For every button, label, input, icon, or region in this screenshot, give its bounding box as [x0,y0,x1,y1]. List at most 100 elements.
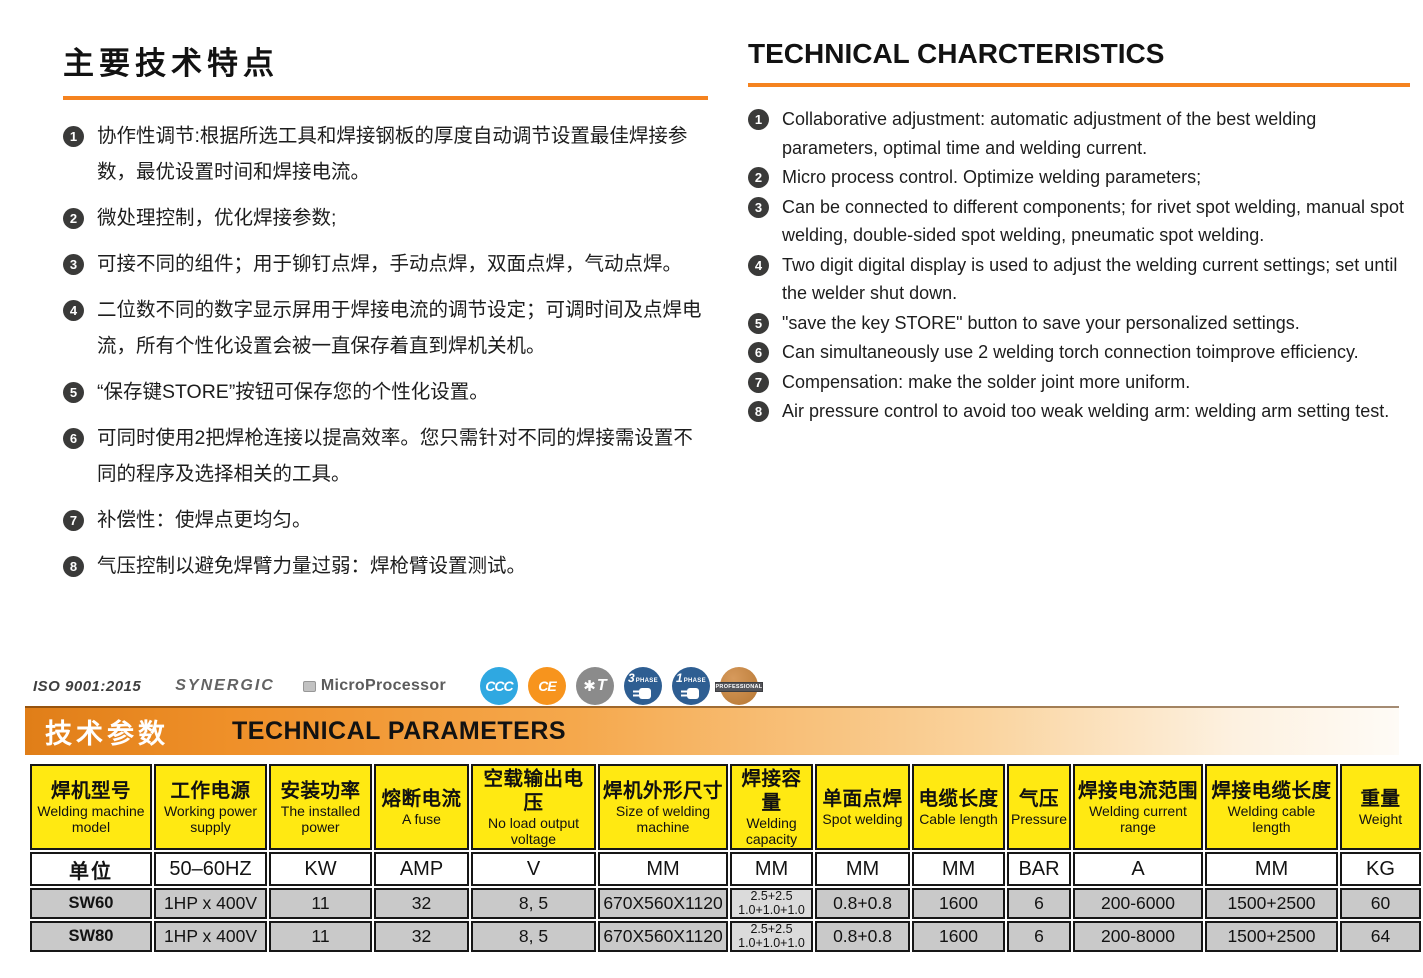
header-label-en: Size of welding machine [615,803,711,835]
feature-number-badge: 6 [748,342,769,363]
feature-item: 2 Micro process control. Optimize welding… [748,163,1410,192]
data-cell: 32 [374,921,469,952]
header-label-cn: 熔断电流 [381,787,462,810]
model-cell: SW60 [30,888,152,919]
unit-cell: MM [815,852,910,886]
parameters-banner: 技术参数 TECHNICAL PARAMETERS [25,706,1399,755]
parameters-table: 焊机型号 Welding machine model 工作电源 Working pow… [28,762,1423,954]
header-label-cn: 空载输出电压 [483,768,584,814]
data-cell: 1600 [912,888,1005,919]
features-section-en: TECHNICAL CHARCTERISTICS 1 Collaborative … [748,38,1410,427]
microprocessor-icon [302,680,316,692]
microprocessor-logo: MicroProcessor [302,677,446,695]
feature-number-badge: 2 [63,208,84,229]
section-title-cn: 主要技术特点 [63,38,708,100]
feature-text: Micro process control. Optimize welding … [782,167,1202,187]
header-label-en: Welding capacity [745,815,798,847]
header-label-cn: 焊接电流范围 [1077,780,1198,802]
unit-cell: KG [1340,852,1421,886]
section-title-en: TECHNICAL CHARCTERISTICS [748,38,1410,87]
header-label-cn: 焊机型号 [50,780,131,802]
feature-text: 可接不同的组件；用于铆钉点焊，手动点焊，双面点焊，气动点焊。 [97,253,683,275]
unit-cell: KW [269,852,372,886]
unit-cell: MM [1205,852,1338,886]
certification-badges: CCC CE ✱ T 3 PHASE 1 PHASE PROFESSIONAL [479,667,763,705]
data-cell: 6 [1007,888,1071,919]
feature-item: 4 Two digit digital display is used to ad… [748,251,1410,308]
header-label-cn: 焊接容量 [741,768,802,814]
data-cell: 1HP x 400V [154,888,267,919]
parameters-title-en: TECHNICAL PARAMETERS [232,717,567,745]
header-cell: 焊接电流范围 Welding current range [1073,764,1203,850]
data-cell: 2.5+2.5 1.0+1.0+1.0 [730,921,813,952]
header-cell: 熔断电流 A fuse [374,764,469,850]
feature-text: "save the key STORE" button to save your… [782,312,1300,333]
feature-item: 5 "save the key STORE" button to save you… [748,309,1410,338]
data-cell: 64 [1340,921,1421,952]
model-cell: SW80 [30,921,152,952]
parameters-table-wrap: 焊机型号 Welding machine model 工作电源 Working pow… [28,762,1423,954]
feature-item: 3 可接不同的组件；用于铆钉点焊，手动点焊，双面点焊，气动点焊。 [63,246,708,282]
feature-item: 4 二位数不同的数字显示屏用于焊接电流的调节设定；可调时间及点焊电流，所有个性化设… [63,292,708,364]
header-label-en: Welding cable length [1227,803,1316,835]
data-cell: 200-6000 [1073,888,1203,919]
feature-number-badge: 7 [748,371,769,393]
header-label-en: Weight [1358,810,1403,827]
data-cell: 1HP x 400V [154,921,267,952]
data-cell: 2.5+2.5 1.0+1.0+1.0 [730,888,813,919]
unit-cell: V [471,852,596,886]
data-cell: 1500+2500 [1205,888,1338,919]
header-label-en: Welding machine model [37,803,145,835]
ce-badge: CE [527,667,566,705]
professional-badge: PROFESSIONAL [714,667,763,705]
header-label-en: Cable length [919,810,998,827]
header-cell: 重量 Weight [1340,764,1421,850]
data-cell: 6 [1007,921,1071,952]
header-cell: 电缆长度 Cable length [912,764,1005,850]
data-cell: 1600 [912,921,1005,952]
feature-item: 7 Compensation: make the solder joint mor… [748,368,1410,397]
unit-cell: MM [912,852,1005,886]
header-label-en: A fuse [402,810,441,827]
capacity-line: 1.0+1.0+1.0 [738,935,805,950]
capacity-line: 2.5+2.5 [750,922,793,936]
feature-text: Air pressure control to avoid too weak w… [782,401,1390,421]
iso-certification-label: ISO 9001:2015 [33,677,142,695]
feature-item: 7 补偿性：使焊点更均匀。 [63,502,708,538]
feature-item: 5 “保存键STORE”按钮可保存您的个性化设置。 [63,374,708,410]
synergic-logo: SYNERGIC [175,677,275,694]
feature-item: 3 Can be connected to different component… [748,193,1410,250]
header-label-cn: 单面点焊 [822,787,903,810]
data-cell: 32 [374,888,469,919]
header-label-en: No load output voltage [487,815,580,847]
feature-item: 8 气压控制以避免焊臂力量过弱：焊枪臂设置测试。 [63,548,708,584]
header-label-cn: 焊接电缆长度 [1211,780,1332,802]
feature-text: 协作性调节:根据所选工具和焊接钢板的厚度自动调节设置最佳焊接参数，最优设置时间和… [97,125,688,183]
data-cell: 670X560X1120 [598,888,728,919]
unit-cell: MM [598,852,728,886]
header-cell: 焊接电缆长度 Welding cable length [1205,764,1338,850]
feature-number-badge: 3 [63,254,84,275]
feature-text: Can simultaneously use 2 welding torch c… [782,342,1359,362]
header-label-cn: 安装功率 [280,780,361,802]
features-section-cn: 主要技术特点 1 协作性调节:根据所选工具和焊接钢板的厚度自动调节设置最佳焊接参数… [63,38,708,594]
header-cell: 工作电源 Working power supply [154,764,267,850]
data-cell: 0.8+0.8 [815,921,910,952]
data-cell: 60 [1340,888,1421,919]
feature-item: 1 协作性调节:根据所选工具和焊接钢板的厚度自动调节设置最佳焊接参数，最优设置时间… [63,118,708,190]
phase1-badge: 1 PHASE [671,667,710,705]
microprocessor-label: MicroProcessor [320,677,446,694]
header-cell: 焊机型号 Welding machine model [30,764,152,850]
header-label-cn: 气压 [1018,787,1059,810]
table-unit-row: 单位 50–60HZ KW AMP V MM MM MM MM BAR A MM KG [30,852,1421,886]
feature-text: 微处理控制，优化焊接参数; [97,207,337,229]
feature-text: 二位数不同的数字显示屏用于焊接电流的调节设定；可调时间及点焊电流，所有个性化设置… [97,299,702,357]
feature-text: Can be connected to different components… [782,196,1405,246]
feature-text: “保存键STORE”按钮可保存您的个性化设置。 [97,381,489,403]
feature-number-badge: 6 [63,428,84,449]
header-label-en: Pressure [1010,810,1068,827]
feature-item: 6 Can simultaneously use 2 welding torch … [748,338,1410,367]
capacity-line: 2.5+2.5 [750,889,793,903]
feature-number-badge: 1 [63,126,84,147]
